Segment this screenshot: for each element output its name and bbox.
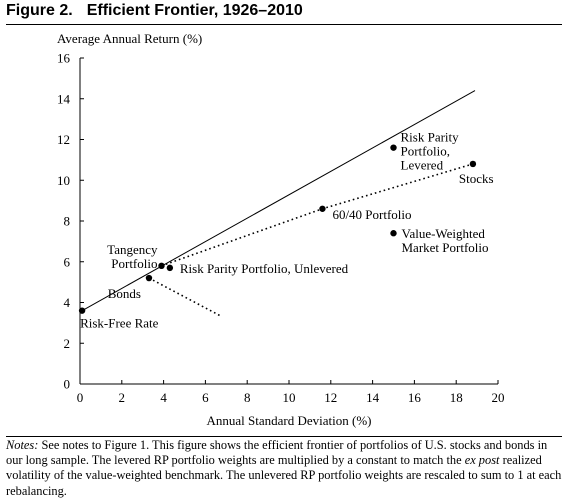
x-tick-label: 0 bbox=[77, 390, 84, 405]
notes-rule bbox=[6, 436, 562, 437]
notes-text-1: See notes to Figure 1. This figure shows… bbox=[6, 438, 548, 468]
y-tick-label: 12 bbox=[57, 132, 70, 147]
point-label: Risk Parity Portfolio, Unlevered bbox=[180, 261, 349, 276]
x-tick-label: 16 bbox=[408, 390, 422, 405]
data-point bbox=[158, 262, 165, 270]
point-label: Tangency Portfolio bbox=[107, 242, 158, 271]
figure-title: Figure 2. Efficient Frontier, 1926–2010 bbox=[6, 2, 303, 20]
points bbox=[78, 144, 477, 314]
efficient-frontier-chart: 0 2 4 6 8 10 12 14 16 18 20 0 2 4 6 8 10 12 14 16 Risk-Free… bbox=[57, 31, 505, 428]
x-tick-label: 8 bbox=[244, 390, 251, 405]
ticks: 0 2 4 6 8 10 12 14 16 18 20 0 2 4 6 8 10 12 14 16 bbox=[57, 51, 505, 406]
x-tick-label: 14 bbox=[366, 390, 380, 405]
point-label: Stocks bbox=[459, 171, 494, 186]
y-tick-label: 16 bbox=[57, 51, 71, 66]
y-axis-title: Average Annual Return (%) bbox=[57, 31, 202, 46]
x-tick-label: 6 bbox=[202, 390, 209, 405]
dotted-frontier-line bbox=[148, 277, 223, 318]
data-point bbox=[166, 264, 174, 272]
figure-number: Figure 2. bbox=[6, 2, 73, 19]
point-label: Risk-Free Rate bbox=[80, 316, 159, 331]
x-tick-label: 10 bbox=[283, 390, 296, 405]
point-labels: Risk-Free Rate Bonds Tangency Portfolio Risk… bbox=[80, 130, 494, 331]
y-tick-label: 8 bbox=[64, 214, 71, 229]
capital-market-line bbox=[81, 90, 476, 312]
data-point bbox=[469, 160, 477, 168]
axes bbox=[79, 58, 498, 385]
notes-emphasis: ex post bbox=[464, 453, 500, 468]
data-point bbox=[145, 274, 153, 282]
notes-label: Notes: bbox=[6, 438, 39, 452]
point-label: Risk Parity Portfolio, Levered bbox=[401, 130, 460, 173]
x-tick-label: 2 bbox=[119, 390, 126, 405]
data-point bbox=[390, 230, 397, 237]
x-axis-title: Annual Standard Deviation (%) bbox=[207, 413, 372, 428]
title-rule bbox=[6, 24, 562, 25]
series-lines bbox=[81, 90, 476, 318]
x-tick-label: 20 bbox=[492, 390, 505, 405]
y-tick-label: 0 bbox=[64, 377, 71, 392]
point-label: Bonds bbox=[108, 286, 141, 301]
y-tick-label: 10 bbox=[57, 173, 70, 188]
figure-notes: Notes: See notes to Figure 1. This figur… bbox=[6, 438, 562, 499]
y-tick-label: 4 bbox=[64, 295, 71, 310]
point-label: Value-Weighted Market Portfolio bbox=[402, 226, 489, 255]
data-point bbox=[390, 144, 397, 151]
y-tick-label: 6 bbox=[64, 254, 71, 269]
point-label: 60/40 Portfolio bbox=[332, 207, 411, 222]
notes-text-2: realized volatility of the value-weighte… bbox=[6, 453, 562, 498]
x-tick-label: 12 bbox=[324, 390, 337, 405]
data-point bbox=[319, 205, 326, 212]
y-tick-label: 2 bbox=[64, 336, 71, 351]
data-point bbox=[78, 307, 86, 314]
figure-title-text: Efficient Frontier, 1926–2010 bbox=[86, 2, 303, 19]
y-tick-label: 14 bbox=[57, 91, 71, 106]
x-tick-label: 4 bbox=[160, 390, 167, 405]
x-tick-label: 18 bbox=[450, 390, 463, 405]
